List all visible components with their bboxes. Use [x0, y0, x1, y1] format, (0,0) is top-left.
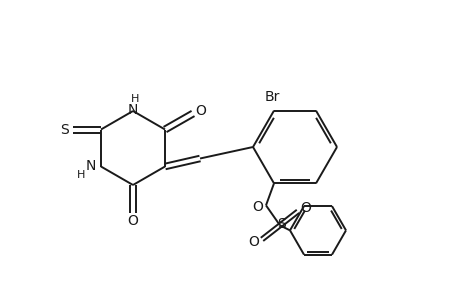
Text: N: N [128, 103, 138, 117]
Text: S: S [61, 122, 69, 136]
Text: H: H [77, 169, 85, 179]
Text: O: O [195, 103, 206, 118]
Text: O: O [252, 200, 263, 214]
Text: O: O [248, 236, 259, 249]
Text: N: N [85, 158, 96, 172]
Text: S: S [277, 218, 286, 231]
Text: H: H [130, 94, 139, 104]
Text: Br: Br [264, 90, 279, 104]
Text: O: O [300, 201, 311, 215]
Text: O: O [127, 214, 138, 228]
